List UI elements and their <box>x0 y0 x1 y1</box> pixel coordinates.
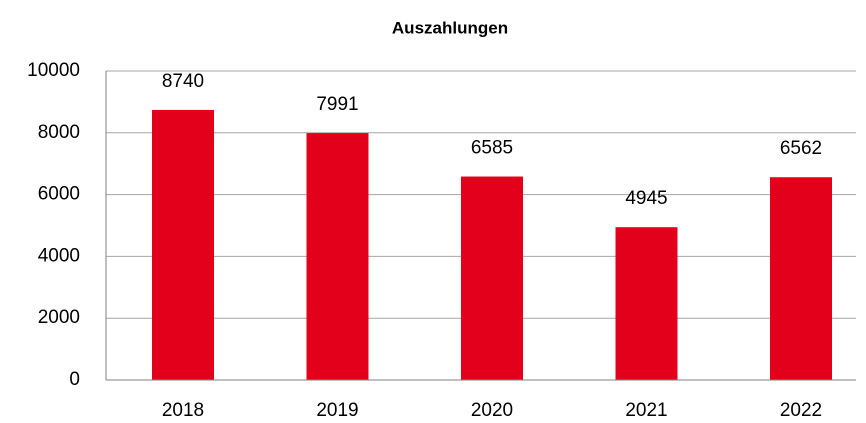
x-tick-label: 2018 <box>162 400 204 421</box>
x-tick-label: 2019 <box>316 400 358 421</box>
bar <box>461 176 523 380</box>
chart-title: Auszahlungen <box>392 18 508 37</box>
y-tick-label: 6000 <box>38 184 80 205</box>
x-tick-label: 2022 <box>780 400 822 421</box>
y-tick-label: 8000 <box>38 122 80 143</box>
value-label: 6585 <box>471 138 513 159</box>
value-label: 4945 <box>625 188 667 209</box>
bar <box>615 227 678 380</box>
bar <box>152 109 214 381</box>
bar <box>306 133 369 380</box>
bar <box>770 177 832 380</box>
y-tick-label: 0 <box>69 369 80 390</box>
y-tick-label: 2000 <box>38 307 80 328</box>
value-label: 8740 <box>162 71 204 92</box>
x-tick-label: 2020 <box>471 400 513 421</box>
value-label: 6562 <box>780 138 822 159</box>
value-label: 7991 <box>316 94 358 115</box>
y-tick-label: 10000 <box>27 60 80 81</box>
y-tick-label: 4000 <box>38 245 80 266</box>
x-tick-label: 2021 <box>625 400 667 421</box>
